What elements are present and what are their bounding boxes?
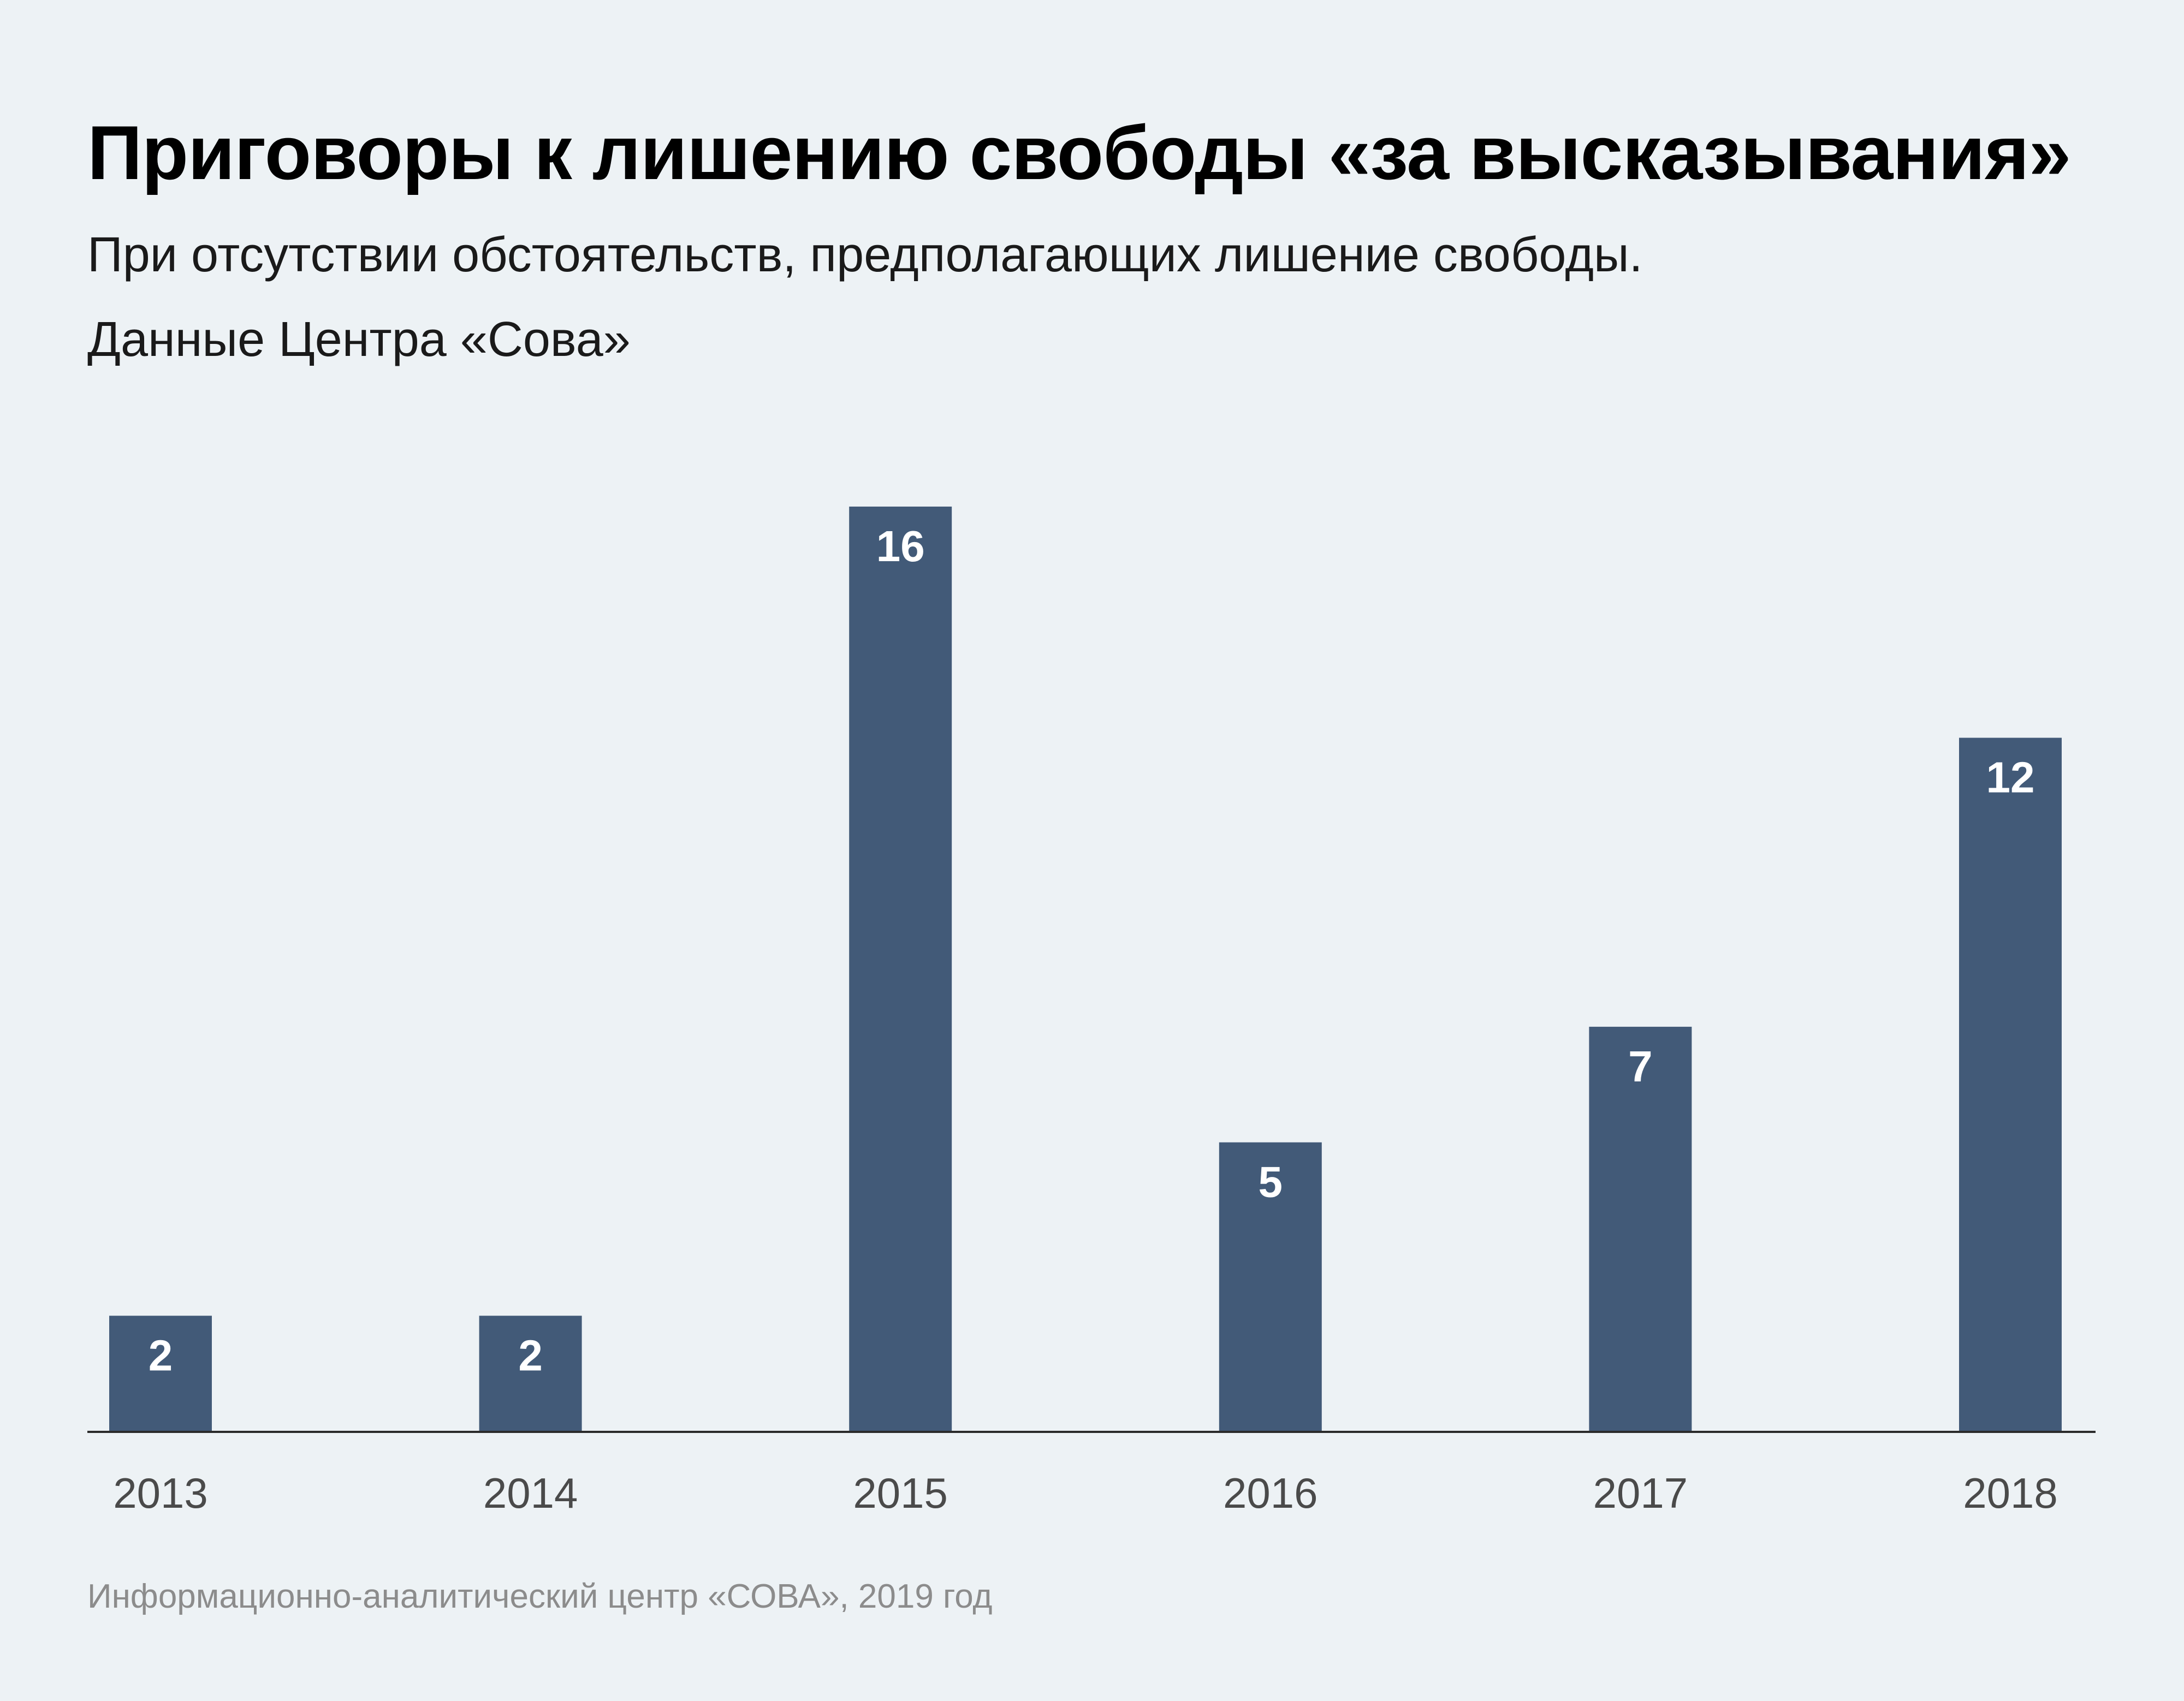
data-label-2014: 2 [518,1331,543,1379]
data-labels-group: 2 2 16 5 7 12 [149,522,2035,1379]
data-label-2017: 7 [1628,1042,1653,1091]
source-note: Информационно-аналитический центр «СОВА»… [87,1578,993,1615]
bar-2018 [1959,738,2062,1431]
bar-2014 [479,1316,582,1431]
data-label-2016: 5 [1259,1158,1283,1206]
chart-subtitle: При отсутствии обстоятельств, предполага… [87,213,1643,382]
x-tick-2015: 2015 [853,1469,948,1517]
bar-2017 [1589,1026,1692,1431]
x-tick-2013: 2013 [113,1469,208,1517]
subtitle-line-1: При отсутствии обстоятельств, предполага… [87,228,1643,282]
x-tick-2016: 2016 [1223,1469,1318,1517]
x-tick-2018: 2018 [1963,1469,2058,1517]
chart-title: Приговоры к лишению свободы «за высказыв… [87,110,2071,195]
data-label-2018: 12 [1986,753,2035,802]
x-tick-2017: 2017 [1593,1469,1688,1517]
bar-2013 [109,1316,212,1431]
subtitle-line-2: Данные Центра «Сова» [87,312,631,367]
data-label-2015: 16 [876,522,925,570]
data-label-2013: 2 [149,1331,173,1379]
x-tick-labels-group: 2013 2014 2015 2016 2017 2018 [113,1469,2058,1517]
bar-2015 [849,507,952,1431]
bar-2016 [1219,1142,1322,1431]
x-tick-2014: 2014 [483,1469,578,1517]
bars-group [109,507,2062,1431]
